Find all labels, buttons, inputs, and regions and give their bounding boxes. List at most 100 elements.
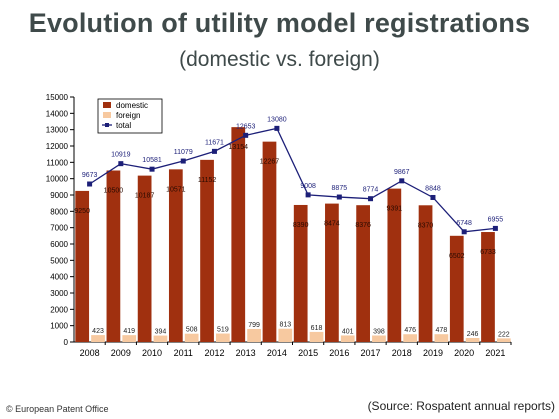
- bar-foreign: [372, 335, 386, 342]
- label-foreign: 799: [248, 322, 260, 329]
- label-total: 8848: [425, 185, 441, 192]
- label-foreign: 813: [279, 322, 291, 329]
- label-total: 13080: [267, 116, 287, 123]
- label-domestic: 13154: [229, 144, 249, 151]
- point-total: [243, 133, 248, 138]
- label-domestic: 10187: [135, 193, 155, 200]
- y-tick-label: 5000: [50, 256, 68, 265]
- bar-domestic: [450, 236, 464, 342]
- label-domestic: 11152: [198, 177, 217, 184]
- label-domestic: 9391: [387, 206, 403, 213]
- label-domestic: 12267: [260, 159, 280, 166]
- label-domestic: 9250: [74, 208, 90, 215]
- label-foreign: 398: [373, 328, 385, 335]
- x-tick-label: 2019: [423, 348, 443, 358]
- legend-swatch-domestic: [103, 102, 111, 108]
- y-tick-label: 8000: [50, 207, 68, 216]
- label-foreign: 519: [217, 327, 229, 334]
- label-total: 9673: [82, 172, 98, 179]
- x-tick-label: 2018: [392, 348, 412, 358]
- legend-marker-total: [105, 123, 109, 127]
- label-total: 8774: [363, 187, 379, 194]
- label-total: 12653: [236, 123, 256, 130]
- point-total: [181, 159, 186, 164]
- point-total: [212, 149, 217, 154]
- label-total: 9867: [394, 169, 410, 176]
- label-total: 9008: [300, 183, 316, 190]
- bar-foreign: [497, 338, 511, 342]
- x-tick-label: 2021: [485, 348, 505, 358]
- point-total: [368, 196, 373, 201]
- y-tick-label: 2000: [50, 305, 68, 314]
- point-total: [118, 161, 123, 166]
- label-total: 10919: [111, 152, 131, 159]
- point-total: [306, 192, 311, 197]
- y-tick-label: 13000: [46, 126, 69, 135]
- label-domestic: 10571: [166, 186, 186, 193]
- point-total: [399, 178, 404, 183]
- label-total: 8875: [332, 185, 348, 192]
- label-total: 6748: [456, 220, 472, 227]
- bar-domestic: [138, 176, 152, 342]
- label-domestic: 8474: [324, 221, 340, 228]
- label-foreign: 222: [498, 331, 510, 338]
- y-tick-label: 6000: [50, 240, 68, 249]
- label-foreign: 508: [186, 327, 198, 334]
- label-domestic: 8390: [293, 222, 309, 229]
- label-foreign: 423: [92, 328, 104, 335]
- bar-foreign: [403, 334, 417, 342]
- y-tick-label: 1000: [50, 322, 68, 331]
- label-total: 11671: [205, 139, 224, 146]
- label-foreign: 618: [311, 325, 323, 332]
- label-domestic: 8376: [355, 222, 371, 229]
- point-total: [87, 182, 92, 187]
- label-foreign: 419: [123, 328, 135, 335]
- y-tick-label: 10000: [46, 175, 69, 184]
- label-total: 6955: [488, 216, 504, 223]
- x-tick-label: 2012: [204, 348, 224, 358]
- bar-domestic: [107, 171, 121, 343]
- x-tick-label: 2008: [80, 348, 100, 358]
- point-total: [150, 167, 155, 172]
- bar-foreign: [185, 334, 199, 342]
- label-foreign: 476: [404, 327, 416, 334]
- legend-label-foreign: foreign: [116, 111, 140, 120]
- point-total: [493, 226, 498, 231]
- bar-foreign: [247, 329, 261, 342]
- bar-foreign: [216, 334, 230, 342]
- y-tick-label: 11000: [46, 158, 68, 167]
- bar-foreign: [91, 335, 105, 342]
- x-tick-label: 2015: [298, 348, 318, 358]
- x-tick-label: 2013: [236, 348, 256, 358]
- copyright-notice: © European Patent Office: [6, 404, 109, 414]
- point-total: [274, 126, 279, 131]
- bar-foreign: [278, 329, 292, 342]
- x-tick-label: 2020: [454, 348, 474, 358]
- point-total: [337, 195, 342, 200]
- point-total: [430, 195, 435, 200]
- bar-foreign: [435, 334, 449, 342]
- bar-foreign: [310, 332, 324, 342]
- label-domestic: 6733: [480, 249, 496, 256]
- label-total: 10581: [142, 157, 162, 164]
- bar-domestic: [200, 160, 214, 342]
- x-tick-label: 2011: [174, 348, 193, 358]
- y-tick-label: 15000: [46, 93, 69, 102]
- y-tick-label: 7000: [50, 224, 68, 233]
- x-tick-label: 2009: [111, 348, 131, 358]
- bar-domestic: [263, 142, 277, 342]
- y-tick-label: 14000: [46, 109, 69, 118]
- label-foreign: 246: [467, 331, 479, 338]
- label-domestic: 8370: [418, 222, 434, 229]
- bar-foreign: [154, 336, 168, 342]
- bar-domestic: [231, 127, 245, 342]
- bar-foreign: [122, 335, 136, 342]
- label-domestic: 6502: [449, 253, 465, 260]
- label-foreign: 478: [436, 327, 448, 334]
- legend-swatch-foreign: [103, 112, 111, 118]
- y-tick-label: 9000: [50, 191, 68, 200]
- legend-label-total: total: [116, 121, 131, 130]
- point-total: [462, 229, 467, 234]
- legend-label-domestic: domestic: [116, 101, 148, 110]
